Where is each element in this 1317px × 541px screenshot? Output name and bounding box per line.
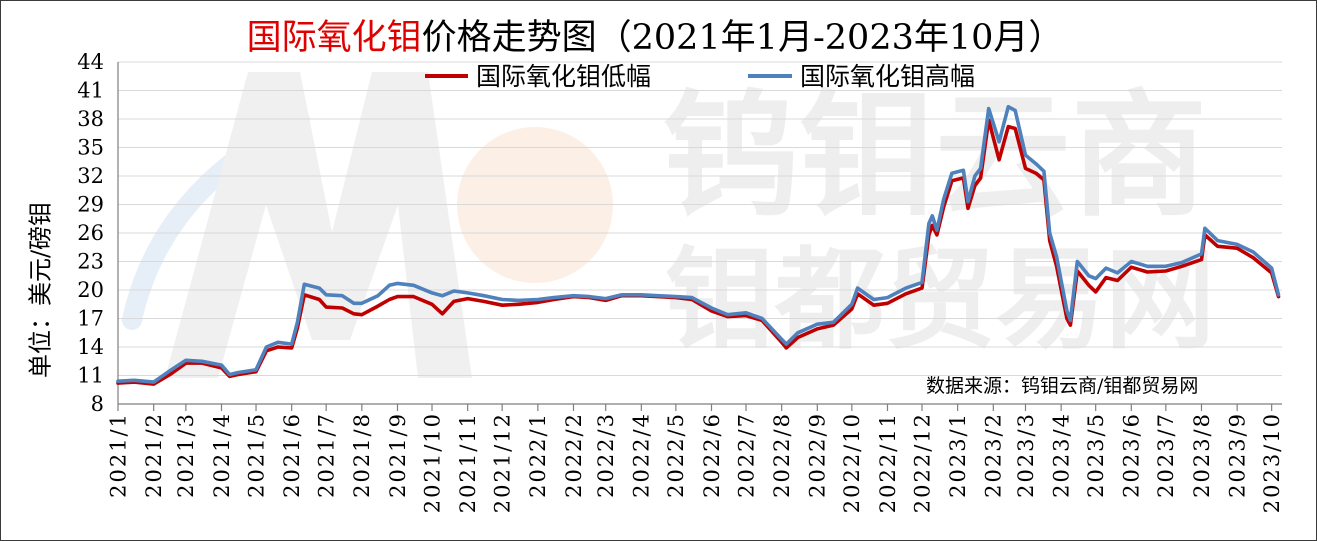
y-tick-label: 41: [77, 79, 104, 103]
x-tick-label: 2022/3: [594, 412, 618, 498]
x-tick-label: 2023/3: [1014, 412, 1038, 498]
x-tick-label: 2021/12: [491, 412, 515, 513]
x-tick-label: 2022/12: [910, 412, 934, 513]
watermark-text-line1: 钨钼云商: [663, 76, 1207, 236]
x-tick-label: 2021/11: [456, 412, 480, 513]
x-tick-label: 2023/4: [1050, 412, 1074, 498]
legend-label-high: 国际氧化钼高幅: [800, 62, 975, 91]
series-lines: [116, 104, 1281, 386]
x-tick-label: 2021/8: [350, 412, 374, 498]
watermark: 钨钼云商 钼都贸易网: [122, 72, 1215, 378]
x-tick-label: 2022/8: [770, 412, 794, 498]
axes: [117, 62, 1282, 411]
x-tick-label: 2023/6: [1120, 412, 1144, 498]
chart-title-rest: 价格走势图（2021年1月-2023年10月）: [422, 18, 1064, 58]
y-tick-label: 14: [77, 335, 104, 359]
series-line-high: [116, 104, 1281, 384]
y-tick-label: 17: [77, 307, 104, 331]
chart-title-highlight: 国际氧化钼: [247, 18, 422, 58]
x-tick-label: 2023/10: [1260, 412, 1284, 513]
x-tick-label: 2023/1: [946, 412, 970, 498]
y-tick-label: 11: [77, 364, 104, 388]
x-tick-label: 2021/5: [244, 412, 268, 498]
y-axis-label: 单位：美元/磅钼: [26, 202, 54, 378]
legend: 国际氧化钼低幅 国际氧化钼高幅: [425, 62, 975, 91]
logo-m-shape: [165, 72, 472, 378]
y-tick-label: 29: [77, 193, 104, 217]
x-tick-label: 2021/4: [210, 412, 234, 498]
y-tick-label: 32: [77, 164, 104, 188]
x-tick-label: 2022/11: [876, 412, 900, 513]
y-tick-label: 23: [77, 250, 104, 274]
x-tick-label: 2021/1: [106, 412, 130, 498]
x-tick-label: 2022/5: [664, 412, 688, 498]
x-tick-label: 2023/2: [982, 412, 1006, 498]
x-tick-label: 2021/3: [174, 412, 198, 498]
x-tick-label: 2023/9: [1225, 412, 1249, 498]
x-tick-label: 2021/7: [315, 412, 339, 498]
x-tick-label: 2022/7: [734, 412, 758, 498]
x-tick-label: 2021/6: [280, 412, 304, 498]
x-tick-label: 2023/8: [1190, 412, 1214, 498]
watermark-text-line2: 钼都贸易网: [665, 235, 1215, 364]
x-tick-label: 2023/7: [1154, 412, 1178, 498]
y-tick-label: 8: [91, 392, 104, 416]
tick-labels: 8 11 14 17 20 23 26 29 32 35 38 41 44 2021/1 2021/2 202…: [77, 50, 1284, 513]
x-tick-label: 2022/6: [700, 412, 724, 498]
gridlines: [118, 61, 1282, 376]
x-tick-label: 2022/9: [806, 412, 830, 498]
y-tick-label: 26: [77, 221, 104, 245]
x-tick-label: 2022/1: [526, 412, 550, 498]
x-tick-label: 2021/2: [142, 412, 166, 498]
y-tick-label: 44: [77, 50, 104, 74]
x-tick-label: 2022/4: [630, 412, 654, 498]
chart-title: 国际氧化钼价格走势图（2021年1月-2023年10月）: [247, 18, 1064, 58]
x-tick-label: 2021/9: [386, 412, 410, 498]
y-tick-label: 20: [77, 278, 104, 302]
x-tick-label: 2023/5: [1084, 412, 1108, 498]
watermark-logo: [122, 72, 613, 378]
x-tick-label: 2021/10: [420, 412, 444, 513]
legend-label-low: 国际氧化钼低幅: [476, 62, 651, 91]
source-note: 数据来源：钨钼云商/钼都贸易网: [926, 375, 1198, 397]
y-tick-label: 35: [77, 136, 104, 160]
x-tick-label: 2022/2: [562, 412, 586, 498]
x-tick-label: 2022/10: [840, 412, 864, 513]
y-tick-label: 38: [77, 107, 104, 131]
